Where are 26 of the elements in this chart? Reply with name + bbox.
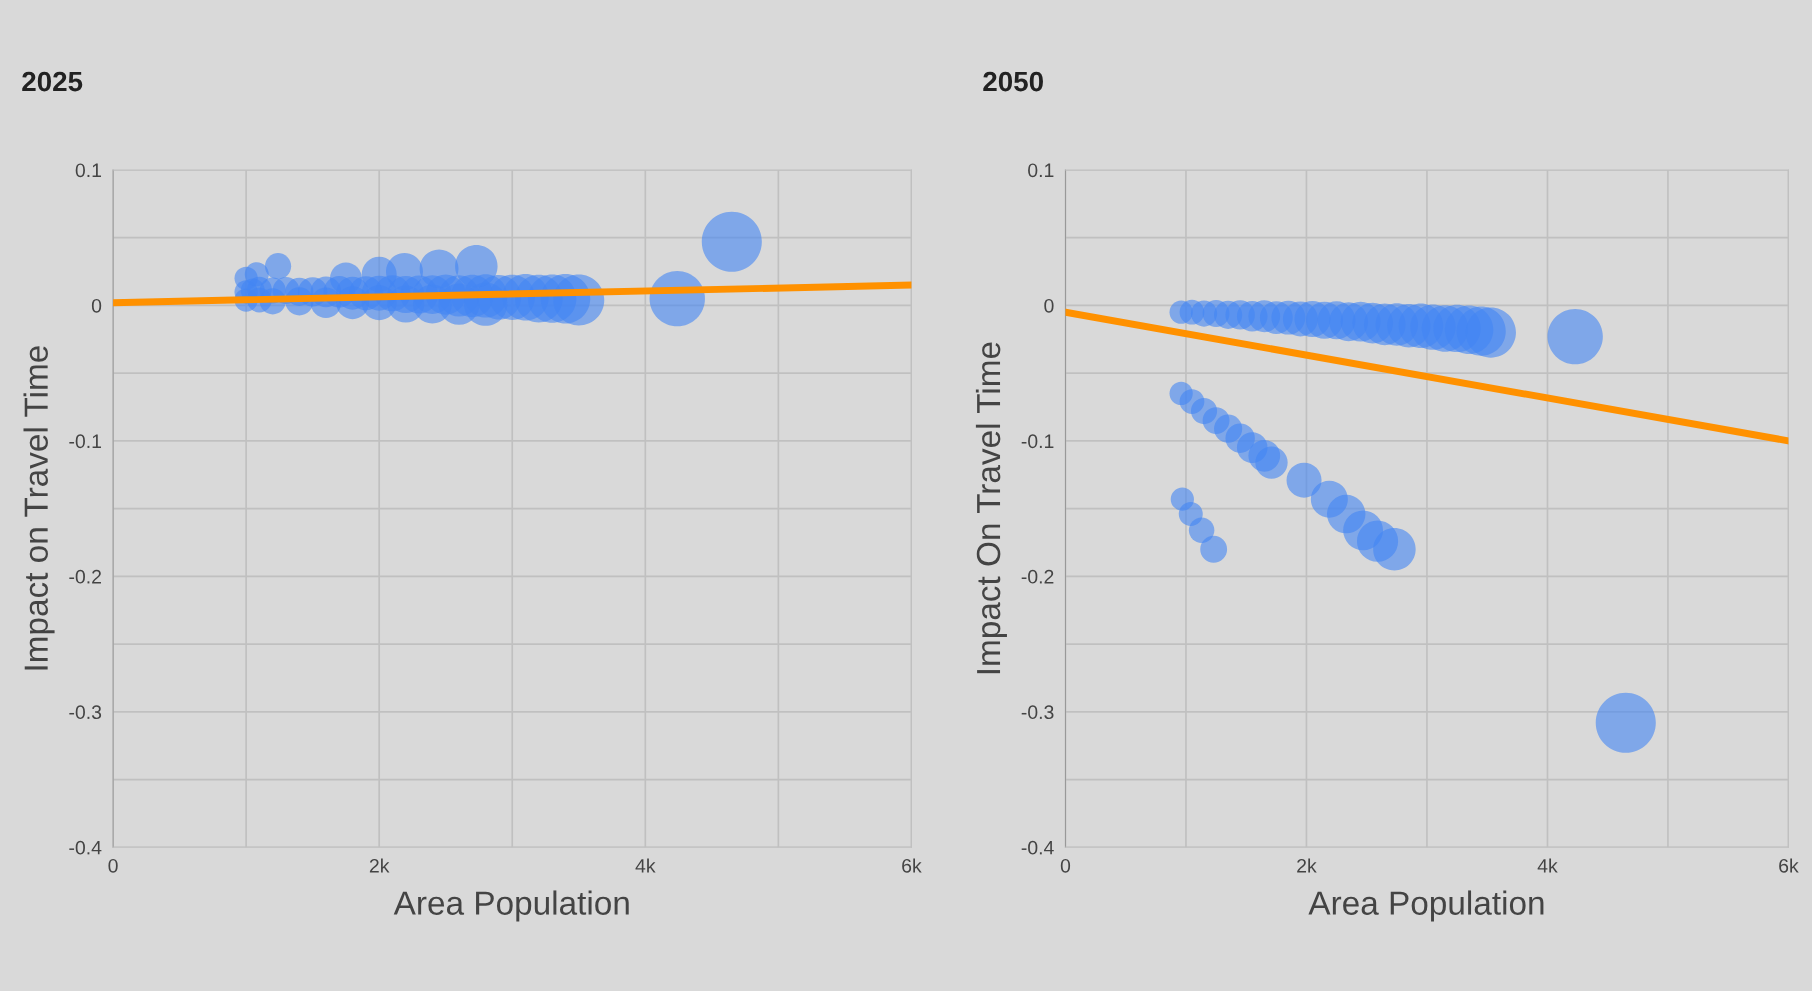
y-tick-label: -0.4	[69, 840, 102, 855]
y-tick-label: 0	[91, 298, 102, 313]
y-tick-label: 0.1	[75, 163, 102, 178]
x-tick-label: 2k	[1297, 858, 1317, 873]
chart-title: 2050	[983, 71, 1043, 92]
x-tick-label: 4k	[635, 858, 656, 873]
x-tick-label: 4k	[1537, 858, 1558, 873]
x-tick-label: 0	[108, 858, 118, 873]
y-tick-label: -0.3	[1021, 705, 1054, 720]
y-tick-label: -0.4	[1021, 840, 1054, 855]
x-axis-title: Area Population	[1308, 890, 1544, 922]
y-tick-label: 0.1	[1028, 163, 1054, 178]
chart-title: 2025	[22, 71, 83, 92]
y-tick-label: -0.1	[69, 434, 102, 449]
x-tick-label: 2k	[369, 858, 390, 873]
y-tick-label: 0	[1044, 298, 1054, 313]
x-axis-title: Area Population	[393, 890, 629, 922]
y-tick-label: -0.1	[1021, 434, 1054, 449]
y-tick-label: -0.2	[69, 569, 101, 584]
x-tick-label: 6k	[902, 858, 922, 873]
x-tick-label: 0	[1060, 858, 1071, 873]
y-axis-title: Impact On Travel Time	[975, 342, 1007, 674]
y-tick-label: -0.3	[69, 705, 102, 720]
y-tick-label: -0.2	[1021, 569, 1054, 584]
x-tick-label: 6k	[1779, 858, 1799, 873]
y-axis-title: Impact on Travel Time	[23, 346, 55, 670]
